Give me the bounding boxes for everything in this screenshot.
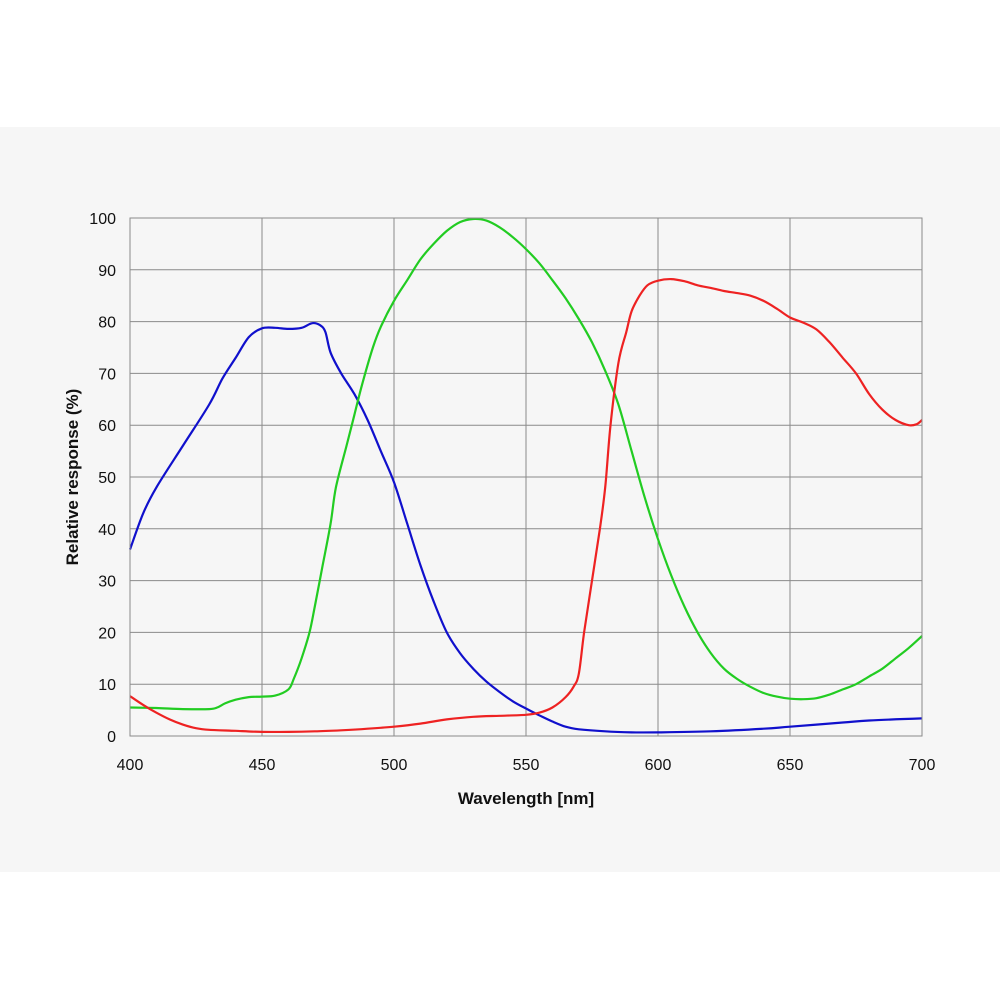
y-tick-label: 70 [98, 366, 116, 383]
x-tick-labels: 400 450 500 550 600 650 700 [117, 757, 936, 774]
chart-panel [0, 127, 1000, 872]
y-tick-label: 60 [98, 418, 116, 435]
x-tick-label: 700 [909, 757, 936, 774]
x-tick-label: 450 [249, 757, 276, 774]
x-tick-label: 550 [513, 757, 540, 774]
series-line-2 [129, 277, 923, 734]
grid [129, 217, 923, 737]
series-line-1 [129, 217, 923, 711]
y-tick-labels: 0 10 20 30 40 50 60 70 80 90 100 [89, 211, 116, 746]
y-tick-label: 40 [98, 522, 116, 539]
x-tick-label: 650 [777, 757, 804, 774]
x-tick-label: 500 [381, 757, 408, 774]
plot-frame [129, 217, 923, 737]
y-tick-label: 10 [98, 677, 116, 694]
x-axis-label: Wavelength [nm] [458, 789, 594, 808]
y-tick-label: 0 [107, 729, 116, 746]
x-tick-label: 400 [117, 757, 144, 774]
y-tick-label: 100 [89, 211, 116, 228]
x-tick-label: 600 [645, 757, 672, 774]
y-tick-label: 80 [98, 315, 116, 332]
y-axis-label: Relative response (%) [63, 389, 82, 566]
series-layer [128, 217, 923, 734]
y-tick-label: 90 [98, 263, 116, 280]
series-line-0 [128, 321, 923, 734]
y-tick-label: 50 [98, 470, 116, 487]
y-tick-label: 20 [98, 625, 116, 642]
y-tick-label: 30 [98, 574, 116, 591]
